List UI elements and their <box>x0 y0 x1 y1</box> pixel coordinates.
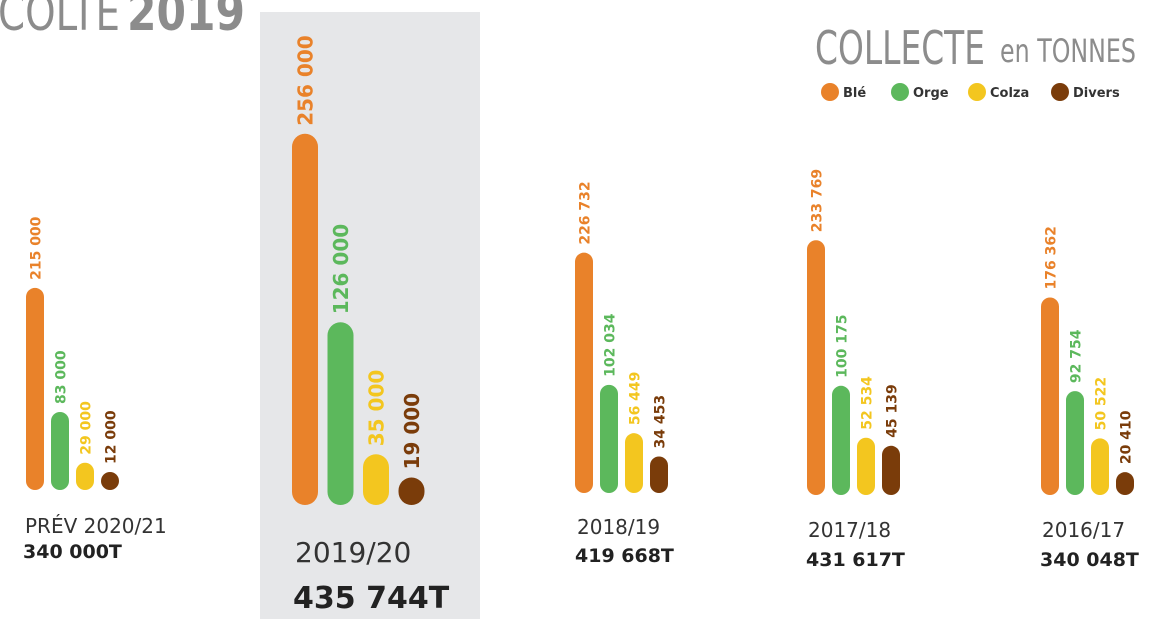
bar <box>363 454 389 505</box>
legend-swatch <box>821 83 839 101</box>
bar <box>857 437 875 495</box>
value-label: 50 522 <box>1093 377 1109 431</box>
total-label: 340 000T <box>23 541 122 563</box>
category-label: PRÉV 2020/21 <box>25 514 167 538</box>
legend-label: Blé <box>843 86 866 101</box>
header-fragment: COLTE <box>0 0 120 42</box>
value-label: 215 000 <box>28 216 44 280</box>
legend-label: Divers <box>1073 86 1120 101</box>
legend-label: Colza <box>990 86 1029 101</box>
bar <box>1091 438 1109 495</box>
value-label: 20 410 <box>1118 410 1134 464</box>
value-label: 256 000 <box>294 35 318 125</box>
bar <box>807 240 825 495</box>
header-year: 2019 <box>127 0 245 43</box>
chart-subtitle: en TONNES <box>1000 32 1136 70</box>
value-label: 45 139 <box>884 384 900 438</box>
value-label: 83 000 <box>53 350 69 404</box>
category-label: 2017/18 <box>808 518 891 542</box>
legend-swatch <box>891 83 909 101</box>
bar <box>650 456 668 493</box>
bar <box>398 477 425 505</box>
legend-swatch <box>1051 83 1069 101</box>
bar <box>1066 391 1084 495</box>
category-label: 2018/19 <box>577 515 660 539</box>
value-label: 56 449 <box>627 372 643 426</box>
legend-label: Orge <box>913 86 949 101</box>
value-label: 226 732 <box>577 181 593 244</box>
bar <box>625 433 643 493</box>
bar <box>1116 472 1134 495</box>
value-label: 52 534 <box>859 376 875 430</box>
value-label: 34 453 <box>652 395 668 449</box>
category-label: 2019/20 <box>295 536 411 569</box>
value-label: 233 769 <box>809 169 825 232</box>
total-label: 340 048T <box>1040 549 1139 571</box>
total-label: 431 617T <box>806 549 905 571</box>
value-label: 92 754 <box>1068 329 1084 383</box>
bar <box>1041 297 1059 495</box>
value-label: 126 000 <box>329 224 353 314</box>
bar <box>76 462 94 490</box>
bar <box>51 411 69 490</box>
bar <box>101 472 119 490</box>
bar <box>882 445 900 495</box>
value-label: 29 000 <box>78 401 94 455</box>
chart-title: COLLECTE <box>815 21 985 75</box>
value-label: 102 034 <box>602 313 618 377</box>
total-label: 435 744T <box>293 581 450 616</box>
value-label: 35 000 <box>365 370 389 447</box>
total-label: 419 668T <box>575 545 674 567</box>
bar <box>600 384 618 493</box>
legend-swatch <box>968 83 986 101</box>
value-label: 176 362 <box>1043 226 1059 289</box>
bar <box>832 385 850 495</box>
bar <box>327 322 354 505</box>
category-label: 2016/17 <box>1042 518 1125 542</box>
value-label: 100 175 <box>834 314 850 377</box>
bar <box>575 252 593 493</box>
bar <box>26 287 44 490</box>
value-label: 19 000 <box>400 393 424 470</box>
value-label: 12 000 <box>103 410 119 464</box>
bar <box>292 133 318 506</box>
